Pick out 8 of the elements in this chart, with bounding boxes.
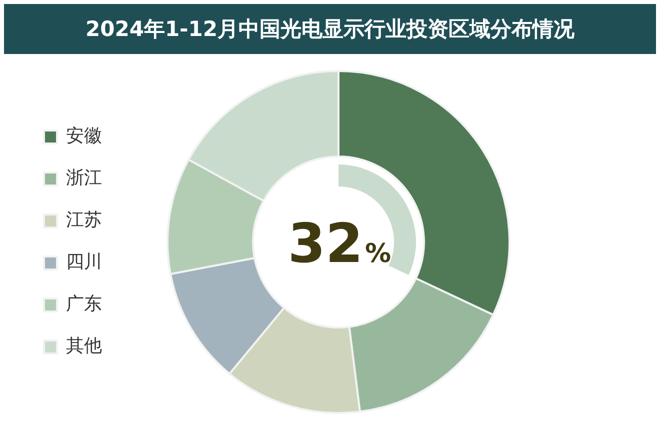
legend-label: 四川 — [66, 252, 102, 273]
legend-label: 安徽 — [66, 126, 102, 147]
chart-title: 2024年1-12月中国光电显示行业投资区域分布情况 — [4, 4, 656, 54]
legend-label: 浙江 — [66, 168, 102, 189]
legend-label: 江苏 — [66, 210, 102, 231]
text: 32% — [288, 212, 392, 275]
legend-label: 其他 — [66, 336, 102, 357]
legend-label: 广东 — [66, 294, 102, 315]
